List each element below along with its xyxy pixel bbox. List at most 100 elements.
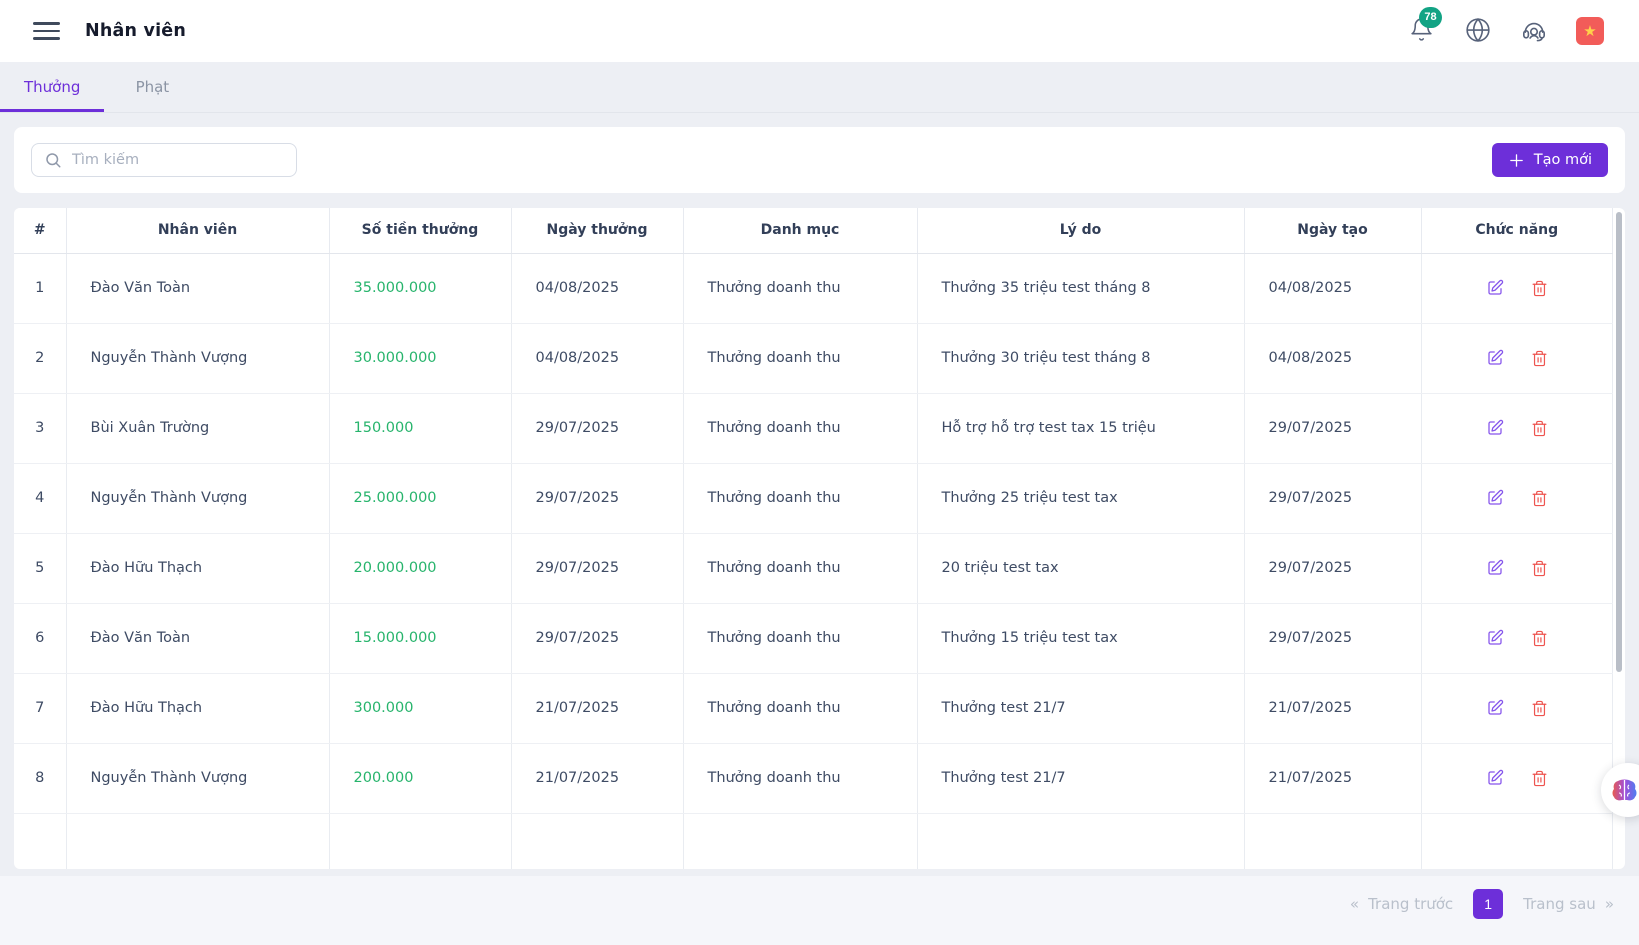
brain-icon (1611, 777, 1638, 804)
edit-pencil-icon (1486, 349, 1504, 370)
table-row: 3 Bùi Xuân Trường 150.000 29/07/2025 Thư… (14, 393, 1613, 464)
table-body: 1 Đào Văn Toàn 35.000.000 04/08/2025 Thư… (14, 253, 1613, 814)
delete-button[interactable] (1531, 560, 1548, 577)
edit-pencil-icon (1486, 629, 1504, 650)
reason-cell: 20 triệu test tax (917, 533, 1245, 604)
actions-cell (1421, 603, 1613, 674)
tab-phat[interactable]: Phạt (104, 62, 200, 112)
edit-button[interactable] (1486, 699, 1504, 717)
col-amount: Số tiền thưởng (329, 208, 512, 254)
bonus-table-card: # Nhân viên Số tiền thưởng Ngày thưởng D… (14, 208, 1625, 869)
edit-pencil-icon (1486, 489, 1504, 510)
assistant-fab[interactable] (1601, 763, 1639, 817)
reason-cell: Thưởng 15 triệu test tax (917, 603, 1245, 674)
edit-button[interactable] (1486, 629, 1504, 647)
edit-button[interactable] (1486, 489, 1504, 507)
next-arrow-icon: » (1604, 894, 1614, 913)
employee-cell: Nguyễn Thành Vượng (66, 323, 330, 394)
actions-cell (1421, 393, 1613, 464)
delete-button[interactable] (1531, 420, 1548, 437)
trash-icon (1531, 770, 1548, 790)
delete-button[interactable] (1531, 770, 1548, 787)
next-page-button[interactable]: Trang sau » (1517, 894, 1620, 914)
bonus-table: # Nhân viên Số tiền thưởng Ngày thưởng D… (14, 208, 1613, 869)
edit-pencil-icon (1486, 559, 1504, 580)
edit-pencil-icon (1486, 419, 1504, 440)
actions-cell (1421, 673, 1613, 744)
notifications-button[interactable]: 78 (1408, 6, 1442, 45)
tab-thuong[interactable]: Thưởng (0, 62, 105, 112)
amount-cell: 25.000.000 (329, 463, 512, 534)
trash-icon (1531, 350, 1548, 370)
create-new-button[interactable]: Tạo mới (1491, 143, 1608, 177)
edit-button[interactable] (1486, 419, 1504, 437)
table-scrollbar[interactable] (1616, 212, 1622, 672)
created-date-cell: 29/07/2025 (1244, 603, 1422, 674)
employee-cell: Nguyễn Thành Vượng (66, 463, 330, 534)
created-date-cell: 04/08/2025 (1244, 323, 1422, 394)
category-cell: Thưởng doanh thu (683, 323, 918, 394)
vietnam-flag-icon[interactable]: ★ (1576, 17, 1604, 45)
actions-cell (1421, 533, 1613, 604)
table-header: # Nhân viên Số tiền thưởng Ngày thưởng D… (14, 208, 1613, 254)
plus-icon (1508, 152, 1525, 169)
content-area: Tạo mới # Nhân viên Số tiền thưởng Ngày … (0, 113, 1639, 876)
delete-button[interactable] (1531, 280, 1548, 297)
bonus-date-cell: 29/07/2025 (511, 393, 684, 464)
created-date-cell: 21/07/2025 (1244, 673, 1422, 744)
index-cell: 3 (14, 393, 67, 464)
topbar-actions: 78 (1408, 6, 1604, 46)
delete-button[interactable] (1531, 700, 1548, 717)
actions-cell (1421, 463, 1613, 534)
index-cell: 5 (14, 533, 67, 604)
edit-button[interactable] (1486, 769, 1504, 787)
category-cell: Thưởng doanh thu (683, 463, 918, 534)
delete-button[interactable] (1531, 350, 1548, 367)
employee-cell: Đào Hữu Thạch (66, 673, 330, 744)
index-cell: 8 (14, 743, 67, 814)
delete-button[interactable] (1531, 630, 1548, 647)
bonus-date-cell: 29/07/2025 (511, 603, 684, 674)
index-cell: 6 (14, 603, 67, 674)
bonus-date-cell: 04/08/2025 (511, 253, 684, 324)
search-input[interactable] (31, 143, 297, 177)
delete-button[interactable] (1531, 490, 1548, 507)
index-cell: 2 (14, 323, 67, 394)
created-date-cell: 29/07/2025 (1244, 463, 1422, 534)
globe-icon (1465, 17, 1491, 46)
edit-button[interactable] (1486, 279, 1504, 297)
created-date-cell: 21/07/2025 (1244, 743, 1422, 814)
toolbar: Tạo mới (14, 127, 1625, 193)
trash-icon (1531, 490, 1548, 510)
trash-icon (1531, 280, 1548, 300)
category-cell: Thưởng doanh thu (683, 743, 918, 814)
actions-cell (1421, 323, 1613, 394)
index-cell: 4 (14, 463, 67, 534)
bonus-date-cell: 29/07/2025 (511, 463, 684, 534)
reason-cell: Thưởng test 21/7 (917, 673, 1245, 744)
table-row: 5 Đào Hữu Thạch 20.000.000 29/07/2025 Th… (14, 533, 1613, 604)
col-created-date: Ngày tạo (1244, 208, 1422, 254)
headset-icon (1521, 17, 1547, 46)
edit-button[interactable] (1486, 349, 1504, 367)
topbar: Nhân viên 78 (0, 0, 1639, 62)
amount-cell: 300.000 (329, 673, 512, 744)
table-row-partial (14, 813, 1613, 869)
amount-cell: 20.000.000 (329, 533, 512, 604)
col-index: # (14, 208, 67, 254)
edit-button[interactable] (1486, 559, 1504, 577)
current-page-button[interactable]: 1 (1473, 888, 1504, 919)
support-button[interactable] (1520, 18, 1547, 45)
edit-pencil-icon (1486, 699, 1504, 720)
prev-page-button[interactable]: « Trang trước (1344, 894, 1459, 914)
table-row: 7 Đào Hữu Thạch 300.000 21/07/2025 Thưởn… (14, 673, 1613, 744)
hamburger-menu-icon[interactable] (33, 22, 60, 40)
language-button[interactable] (1464, 17, 1491, 46)
category-cell: Thưởng doanh thu (683, 393, 918, 464)
table-row: 2 Nguyễn Thành Vượng 30.000.000 04/08/20… (14, 323, 1613, 394)
reason-cell: Thưởng 25 triệu test tax (917, 463, 1245, 534)
amount-cell: 15.000.000 (329, 603, 512, 674)
category-cell: Thưởng doanh thu (683, 253, 918, 324)
amount-cell: 30.000.000 (329, 323, 512, 394)
tab-strip: Thưởng Phạt (0, 62, 1639, 113)
